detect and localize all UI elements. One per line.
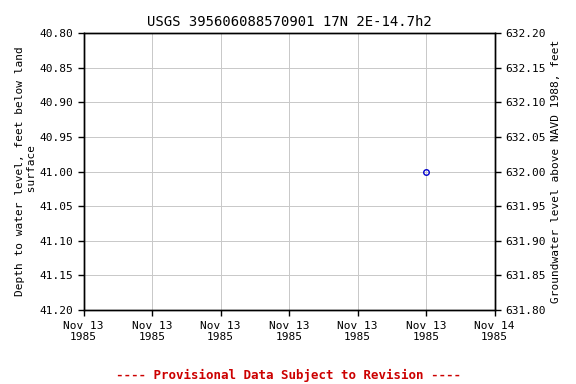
Text: ---- Provisional Data Subject to Revision ----: ---- Provisional Data Subject to Revisio… bbox=[116, 369, 460, 382]
Y-axis label: Depth to water level, feet below land
 surface: Depth to water level, feet below land su… bbox=[15, 46, 37, 296]
Y-axis label: Groundwater level above NAVD 1988, feet: Groundwater level above NAVD 1988, feet bbox=[551, 40, 561, 303]
Title: USGS 395606088570901 17N 2E-14.7h2: USGS 395606088570901 17N 2E-14.7h2 bbox=[147, 15, 431, 29]
